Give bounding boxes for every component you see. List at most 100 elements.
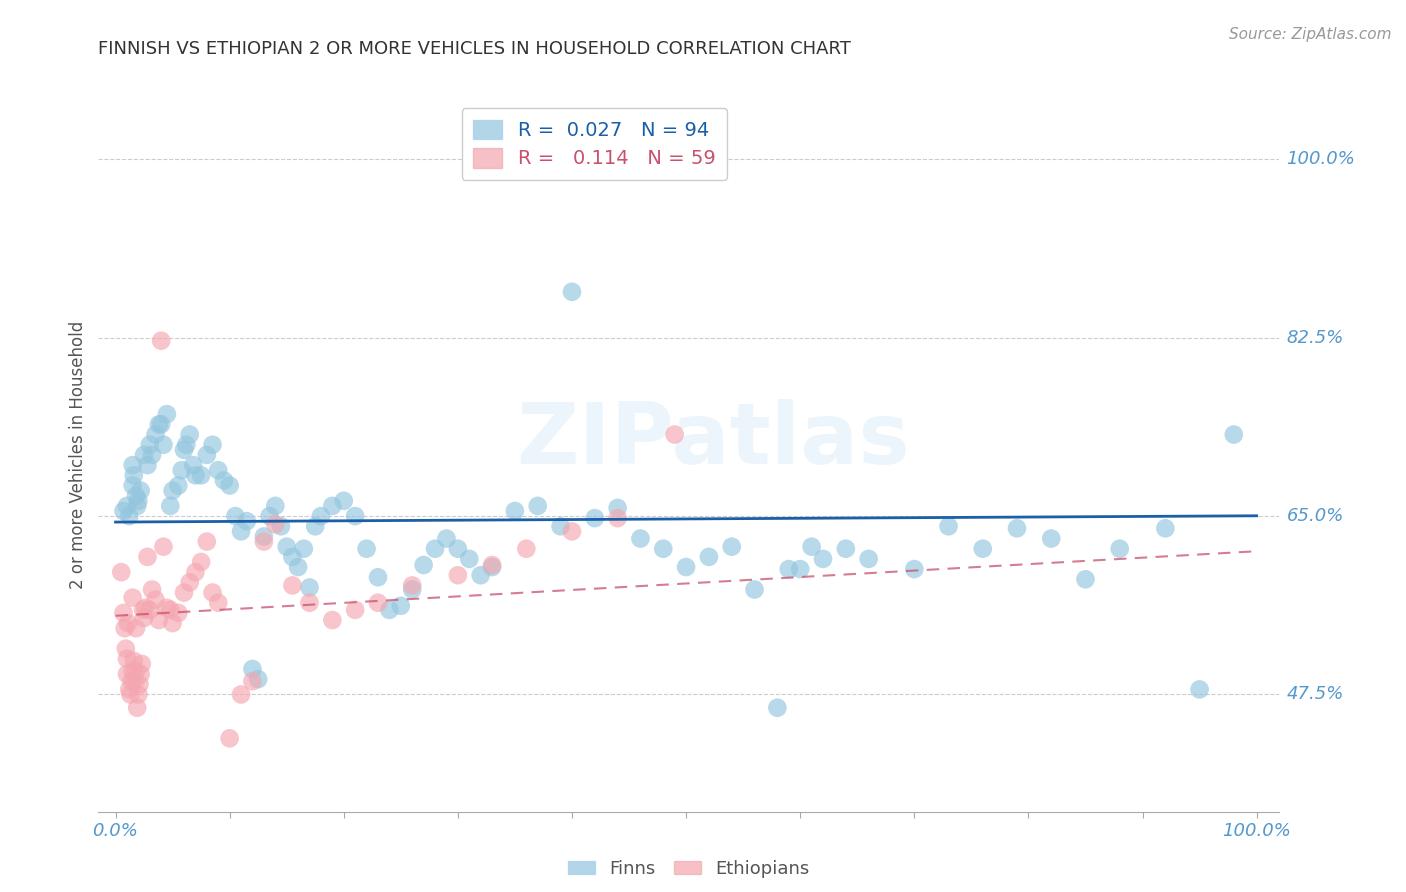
Point [110, 565, 132, 579]
Point [159, 499, 181, 513]
Point [606, 500, 628, 515]
Point [148, 613, 170, 627]
Point [321, 499, 343, 513]
Point [114, 641, 136, 656]
Point [148, 417, 170, 432]
Point [332, 493, 354, 508]
Point [264, 517, 287, 532]
Text: Source: ZipAtlas.com: Source: ZipAtlas.com [1229, 27, 1392, 42]
Point [125, 489, 148, 503]
Point [1040, 532, 1063, 546]
Point [152, 540, 174, 554]
Point [344, 603, 367, 617]
Point [173, 585, 195, 599]
Point [229, 688, 252, 702]
Point [117, 616, 139, 631]
Point [212, 474, 235, 488]
Point [606, 511, 628, 525]
Point [181, 458, 204, 472]
Point [121, 478, 143, 492]
Point [1005, 521, 1028, 535]
Point [184, 565, 207, 579]
Point [145, 592, 167, 607]
Point [401, 578, 423, 592]
Point [195, 534, 218, 549]
Point [156, 407, 179, 421]
Point [127, 700, 149, 714]
Point [159, 603, 181, 617]
Point [121, 458, 143, 472]
Point [298, 581, 321, 595]
Point [127, 499, 149, 513]
Point [664, 427, 686, 442]
Point [281, 549, 304, 564]
Point [114, 621, 136, 635]
Point [253, 534, 276, 549]
Point [134, 600, 156, 615]
Point [121, 664, 143, 678]
Point [128, 677, 150, 691]
Point [550, 519, 572, 533]
Point [132, 603, 155, 617]
Point [344, 509, 367, 524]
Point [720, 540, 742, 554]
Point [367, 570, 389, 584]
Point [503, 504, 526, 518]
Point [145, 427, 167, 442]
Point [835, 541, 858, 556]
Point [152, 438, 174, 452]
Point [121, 591, 143, 605]
Point [115, 499, 138, 513]
Point [229, 524, 252, 539]
Point [356, 541, 378, 556]
Point [292, 541, 315, 556]
Point [287, 560, 309, 574]
Point [858, 552, 880, 566]
Point [236, 514, 259, 528]
Point [112, 606, 135, 620]
Point [201, 585, 224, 599]
Point [276, 540, 298, 554]
Point [675, 560, 697, 574]
Point [697, 549, 720, 564]
Point [201, 438, 224, 452]
Point [179, 427, 201, 442]
Point [1154, 521, 1177, 535]
Point [118, 509, 141, 524]
Point [190, 468, 212, 483]
Point [139, 438, 162, 452]
Point [122, 654, 145, 668]
Point [129, 483, 152, 498]
Point [515, 541, 537, 556]
Legend: Finns, Ethiopians: Finns, Ethiopians [561, 853, 817, 885]
Point [281, 578, 304, 592]
Point [561, 285, 583, 299]
Point [121, 674, 143, 689]
Point [423, 541, 446, 556]
Point [174, 438, 197, 452]
Point [170, 463, 193, 477]
Point [162, 483, 184, 498]
Text: 65.0%: 65.0% [1286, 507, 1344, 525]
Point [800, 540, 823, 554]
Point [112, 504, 135, 518]
Point [436, 532, 458, 546]
Point [367, 596, 389, 610]
Point [321, 613, 343, 627]
Point [184, 468, 207, 483]
Point [811, 552, 834, 566]
Point [903, 562, 925, 576]
Point [938, 519, 960, 533]
Point [207, 596, 229, 610]
Text: FINNISH VS ETHIOPIAN 2 OR MORE VEHICLES IN HOUSEHOLD CORRELATION CHART: FINNISH VS ETHIOPIAN 2 OR MORE VEHICLES … [98, 40, 851, 58]
Point [195, 448, 218, 462]
Point [458, 552, 481, 566]
Point [378, 603, 401, 617]
Point [412, 558, 434, 572]
Text: ZIPatlas: ZIPatlas [516, 399, 910, 483]
Point [447, 541, 470, 556]
Point [125, 621, 148, 635]
Point [253, 529, 276, 543]
Point [481, 558, 503, 572]
Point [766, 700, 789, 714]
